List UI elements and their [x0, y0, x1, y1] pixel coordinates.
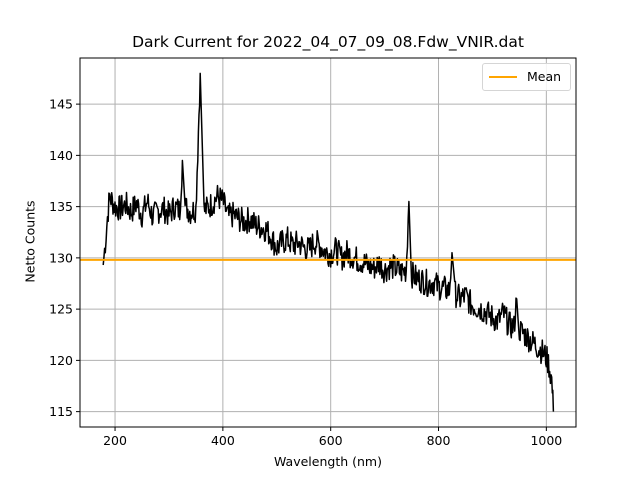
y-tick-label: 140 — [49, 148, 73, 163]
x-tick-label: 800 — [427, 433, 451, 448]
legend-mean-label: Mean — [527, 69, 562, 84]
x-tick-label: 200 — [103, 433, 127, 448]
grid-lines — [80, 58, 576, 427]
axes-frame — [79, 57, 577, 428]
x-tick-label: 1000 — [530, 433, 562, 448]
spectrum-line — [102, 72, 555, 412]
axis-ticks: 200 400 600 800 1000 115 120 125 130 135 140 145 — [49, 97, 562, 448]
legend: Mean — [482, 63, 571, 91]
y-tick-label: 145 — [49, 97, 73, 112]
chart-title: Dark Current for 2022_04_07_09_08.Fdw_VN… — [132, 33, 524, 51]
y-tick-label: 130 — [49, 250, 73, 265]
legend-mean-swatch-icon — [489, 76, 517, 78]
x-tick-label: 400 — [211, 433, 235, 448]
y-tick-label: 120 — [49, 353, 73, 368]
plot-series — [80, 72, 576, 412]
x-axis-label: Wavelength (nm) — [274, 454, 382, 469]
y-tick-label: 115 — [49, 404, 73, 419]
y-axis-label: Netto Counts — [22, 200, 38, 283]
y-tick-label: 135 — [49, 199, 73, 214]
x-tick-label: 600 — [319, 433, 343, 448]
y-tick-label: 125 — [49, 302, 73, 317]
